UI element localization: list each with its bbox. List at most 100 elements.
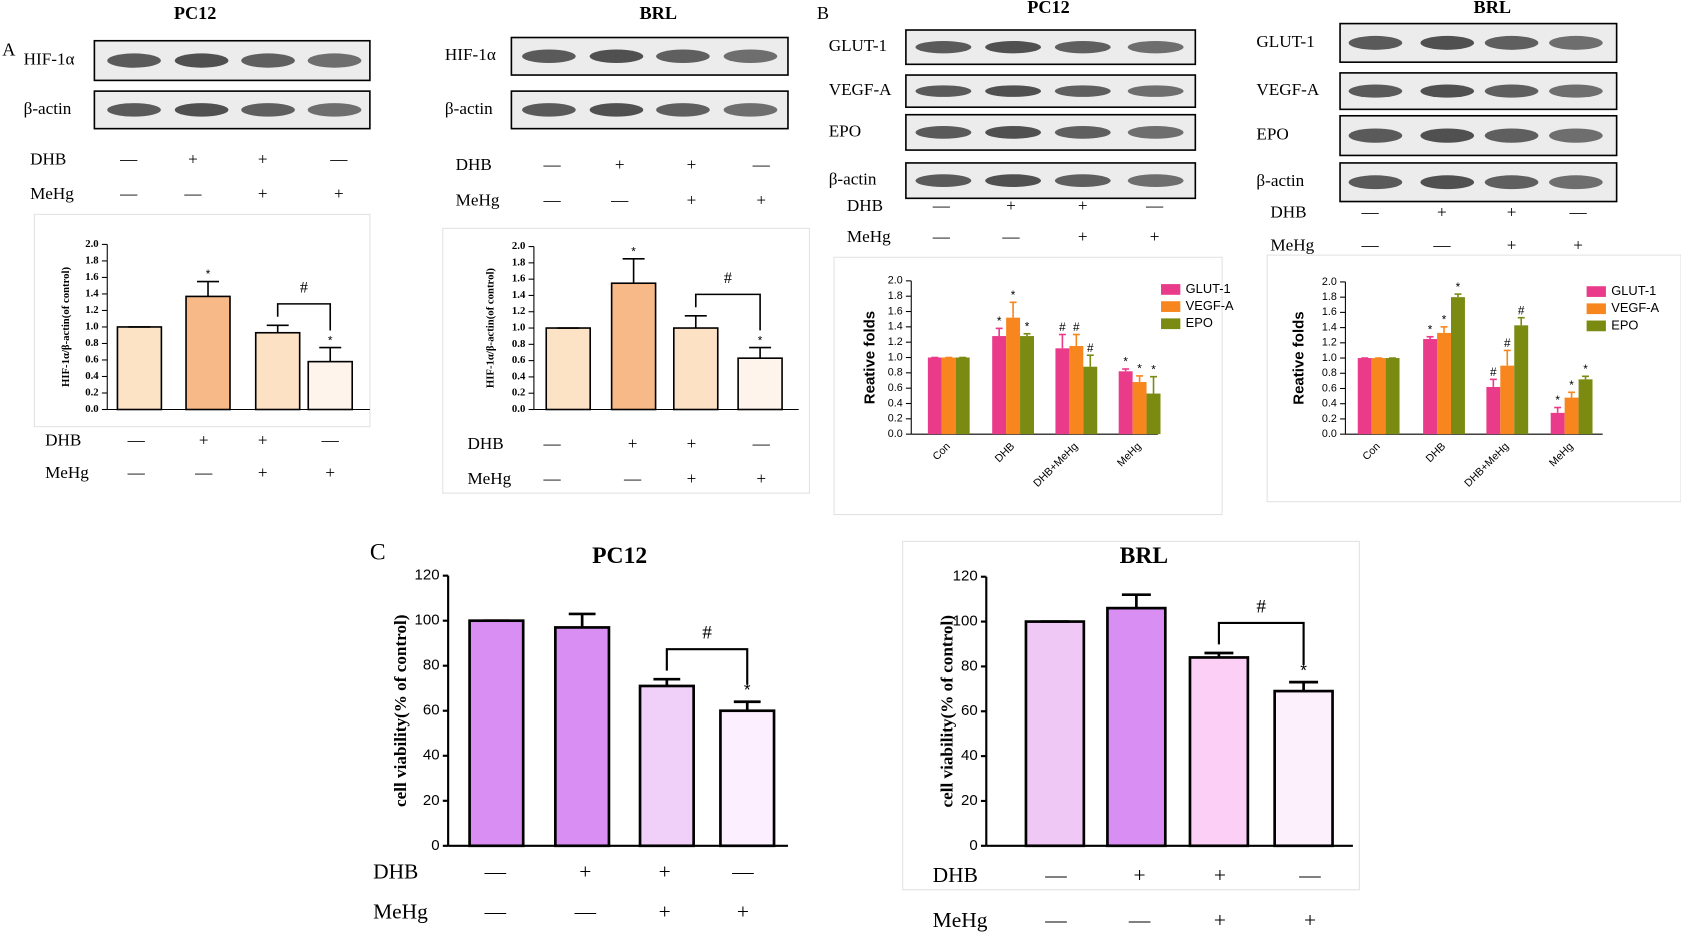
treatment-mark: +	[325, 463, 335, 482]
y-axis-label: HIF-1α/β-actin(of control)	[484, 268, 496, 389]
treatment-name: MeHg	[847, 227, 891, 246]
treatment-mark: +	[1304, 908, 1316, 932]
y-tick-label: 2.0	[1322, 276, 1337, 288]
blot-band	[1348, 35, 1403, 50]
bar	[610, 282, 657, 411]
y-tick-label: 1.2	[512, 305, 525, 317]
blot-band	[241, 103, 295, 117]
y-tick-label: 0.4	[888, 397, 903, 409]
x-tick-label: Con	[1360, 440, 1382, 462]
blot-band	[1484, 128, 1539, 143]
chart-title: PC12	[174, 3, 217, 23]
treatment-mark: —	[932, 196, 951, 215]
bar	[1055, 348, 1070, 435]
blot-band	[915, 85, 972, 97]
bar	[1118, 371, 1133, 435]
y-tick-label: 0.2	[1322, 413, 1337, 425]
legend-label: EPO	[1186, 315, 1213, 330]
bar	[1020, 336, 1034, 435]
bar	[719, 709, 776, 848]
legend-label: GLUT-1	[1611, 283, 1656, 298]
y-tick-label: 2.0	[512, 240, 525, 252]
y-tick-label: 0.2	[85, 386, 98, 398]
y-axis-label: cell viability(% of control)	[938, 615, 957, 807]
y-tick-label: 0.6	[512, 354, 526, 366]
y-tick-label: 100	[415, 612, 440, 629]
legend-swatch	[1161, 318, 1181, 330]
blot-band	[174, 53, 229, 68]
x-tick-label: MeHg	[1547, 440, 1576, 469]
treatment-mark: —	[543, 155, 562, 174]
x-tick-label: MeHg	[1115, 440, 1144, 469]
x-tick-label: DHB	[993, 441, 1017, 465]
blot-band	[656, 103, 710, 117]
blot-label: β-actin	[24, 99, 72, 118]
bar	[1564, 397, 1579, 435]
bracket	[1217, 621, 1305, 665]
significance-mark: *	[1428, 323, 1433, 336]
treatment-mark: +	[687, 434, 697, 453]
y-tick-label: 1.4	[85, 287, 99, 299]
y-tick-label: 2.0	[85, 238, 98, 250]
bracket-label: #	[724, 270, 732, 287]
y-tick-label: 1.8	[512, 256, 525, 268]
y-tick-label: 0.8	[512, 338, 525, 350]
y-tick-label: 60	[961, 702, 978, 719]
treatment-mark: +	[1214, 863, 1226, 887]
blot-label: HIF-1α	[24, 50, 75, 69]
blot-band	[589, 103, 644, 117]
treatment-mark: —	[1360, 235, 1379, 254]
bar	[254, 331, 301, 411]
treatment-mark: —	[1001, 227, 1020, 246]
treatment-mark: —	[1128, 908, 1151, 932]
y-tick-label: 0.6	[1322, 382, 1337, 394]
y-tick-label: 1.2	[85, 304, 98, 316]
blot-band	[1549, 84, 1603, 98]
blot-label: β-actin	[829, 170, 877, 189]
y-tick-label: 0.6	[888, 382, 903, 394]
significance-mark: *	[1137, 363, 1142, 376]
x-tick-label: DHB	[1424, 441, 1448, 465]
blot-band	[1054, 126, 1111, 139]
y-tick-label: 80	[961, 657, 978, 674]
treatment-name: DHB	[30, 150, 66, 169]
y-tick-label: 0.8	[1322, 367, 1337, 379]
significance-mark: *	[1583, 363, 1588, 376]
significance-mark: #	[1073, 321, 1080, 334]
blot-band	[985, 174, 1041, 187]
treatment-mark: +	[737, 899, 749, 923]
blot-band	[985, 40, 1041, 54]
y-tick-label: 1.0	[888, 351, 903, 363]
bar	[673, 327, 719, 411]
blot-band	[107, 53, 161, 68]
blot-band	[1348, 175, 1403, 190]
treatment-mark: —	[1360, 202, 1379, 221]
blot-band	[589, 49, 644, 64]
treatment-mark: +	[258, 150, 268, 169]
bar	[1578, 379, 1593, 435]
treatment-mark: —	[932, 227, 951, 246]
chart-title: BRL	[1120, 543, 1168, 569]
y-tick-label: 100	[953, 613, 978, 630]
blot-band	[1484, 35, 1539, 50]
bar	[992, 336, 1007, 435]
legend-swatch	[1161, 301, 1181, 312]
significance-mark: *	[631, 245, 636, 258]
treatment-mark: +	[1507, 202, 1517, 221]
significance-mark: *	[1442, 314, 1447, 327]
y-axis-label: cell viability(% of control)	[391, 614, 410, 806]
blot-band	[174, 103, 229, 117]
blot-band	[1484, 84, 1539, 98]
blot-band	[723, 103, 778, 117]
y-tick-label: 0	[969, 837, 977, 854]
blot-label: GLUT-1	[829, 36, 887, 55]
bar	[1006, 317, 1021, 435]
blot-band	[656, 49, 710, 64]
blot-band	[915, 40, 972, 54]
y-tick-label: 1.6	[85, 271, 99, 283]
treatment-mark: —	[610, 190, 629, 209]
treatment-name: MeHg	[45, 463, 89, 482]
plot-frame	[33, 213, 371, 428]
treatment-mark: +	[1214, 908, 1226, 932]
y-tick-label: 0.0	[888, 428, 903, 440]
